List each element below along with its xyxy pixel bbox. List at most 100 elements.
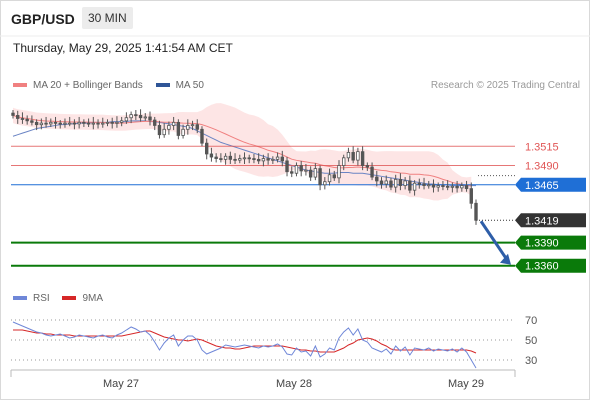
level-tag-current: 1.3419 <box>515 213 586 228</box>
ma9-swatch <box>62 296 77 301</box>
timeframe-button[interactable]: 30 MIN <box>82 7 133 29</box>
candle <box>53 116 58 129</box>
candle-body-down <box>110 121 114 124</box>
legend-label-9ma: 9MA <box>82 293 104 304</box>
candle-body-up <box>323 181 327 186</box>
candle <box>408 175 412 194</box>
candle-body-down <box>256 158 261 162</box>
candle-body-down <box>34 121 39 126</box>
candle <box>360 146 365 171</box>
candle-body-down <box>408 180 412 191</box>
candle-body-down <box>148 116 152 121</box>
candle-body-up <box>143 116 147 119</box>
candle-body-down <box>365 165 370 168</box>
level-tag-pivot: 1.3465 <box>515 177 586 192</box>
candle <box>323 177 327 190</box>
candle-body-up <box>342 157 346 166</box>
x-tick-label: May 29 <box>448 378 484 390</box>
candle-body-down <box>200 128 204 144</box>
candle <box>195 119 199 134</box>
candle-body-down <box>370 166 374 178</box>
candle-body-down <box>30 120 34 123</box>
timestamp: Thursday, May 29, 2025 1:41:54 AM CET <box>13 41 233 55</box>
candle <box>384 175 388 188</box>
x-tick-label: May 27 <box>103 378 139 390</box>
candle <box>167 121 171 135</box>
candle <box>280 150 284 167</box>
candle-body-up <box>162 128 166 136</box>
candle-body-down <box>205 142 209 155</box>
candle <box>337 160 341 184</box>
candle <box>223 153 228 165</box>
x-tick-label: May 28 <box>276 378 312 390</box>
candle <box>318 165 322 191</box>
candle <box>11 110 15 119</box>
candle <box>469 182 473 209</box>
candle-body-down <box>96 122 100 125</box>
candle <box>190 120 195 131</box>
rsi-legend: RSI 9MA <box>13 293 113 304</box>
candle <box>63 118 67 128</box>
candle <box>134 110 138 121</box>
candle <box>157 120 162 139</box>
candle-body-up <box>427 184 431 187</box>
candle-body-up <box>167 125 171 130</box>
candle <box>427 180 431 189</box>
candle <box>290 166 294 178</box>
candle-body-down <box>16 115 20 119</box>
candle <box>67 116 72 127</box>
candle-body-down <box>176 121 181 136</box>
level-label-resistance: 1.3515 <box>525 141 559 153</box>
candle <box>308 166 313 181</box>
candle <box>101 117 105 128</box>
candle-body-down <box>233 158 237 161</box>
candle <box>403 177 407 190</box>
candle <box>332 170 336 181</box>
rsi-swatch <box>13 296 27 301</box>
candle <box>412 180 417 196</box>
candle-body-down <box>209 153 214 158</box>
rsi-tick-label: 70 <box>525 315 537 327</box>
candle-body-down <box>417 182 422 185</box>
candle-body-down <box>195 124 199 130</box>
candle-body-down <box>280 156 284 162</box>
candle-body-down <box>25 118 29 122</box>
candle <box>379 177 384 189</box>
candle <box>365 162 370 171</box>
candle <box>77 116 81 129</box>
candle <box>389 177 393 191</box>
forecast-arrow-head <box>500 253 511 265</box>
legend-label-rsi: RSI <box>33 293 50 304</box>
candle <box>370 162 374 181</box>
price-legend: MA 20 + Bollinger Bands MA 50 <box>13 80 214 91</box>
candle-body-down <box>157 125 162 136</box>
candle-body-up <box>186 125 190 130</box>
candle-body-down <box>360 151 365 166</box>
candle <box>455 180 459 193</box>
candle-body-down <box>351 152 355 161</box>
candle <box>176 119 181 140</box>
candle-body-up <box>115 121 119 124</box>
legend-item-ma50: MA 50 <box>155 80 204 91</box>
candle <box>313 163 318 181</box>
candle <box>261 154 266 167</box>
candle-body-down <box>422 183 426 186</box>
rsi-tick-label: 50 <box>525 335 537 347</box>
candle-body-down <box>20 118 25 120</box>
candle-body-up <box>91 122 96 125</box>
candle <box>181 124 185 139</box>
level-tag-shape <box>515 177 586 192</box>
candle <box>417 178 422 189</box>
legend-label-ma50: MA 50 <box>175 80 204 91</box>
candle <box>219 153 223 163</box>
candle <box>252 153 256 164</box>
level-label-support: 1.3390 <box>525 238 559 250</box>
candle <box>474 199 478 225</box>
candle <box>436 182 440 192</box>
candle-body-down <box>266 158 270 161</box>
candle <box>58 120 62 129</box>
candle <box>375 170 379 187</box>
candle <box>393 174 398 193</box>
candle-body-down <box>11 112 15 116</box>
